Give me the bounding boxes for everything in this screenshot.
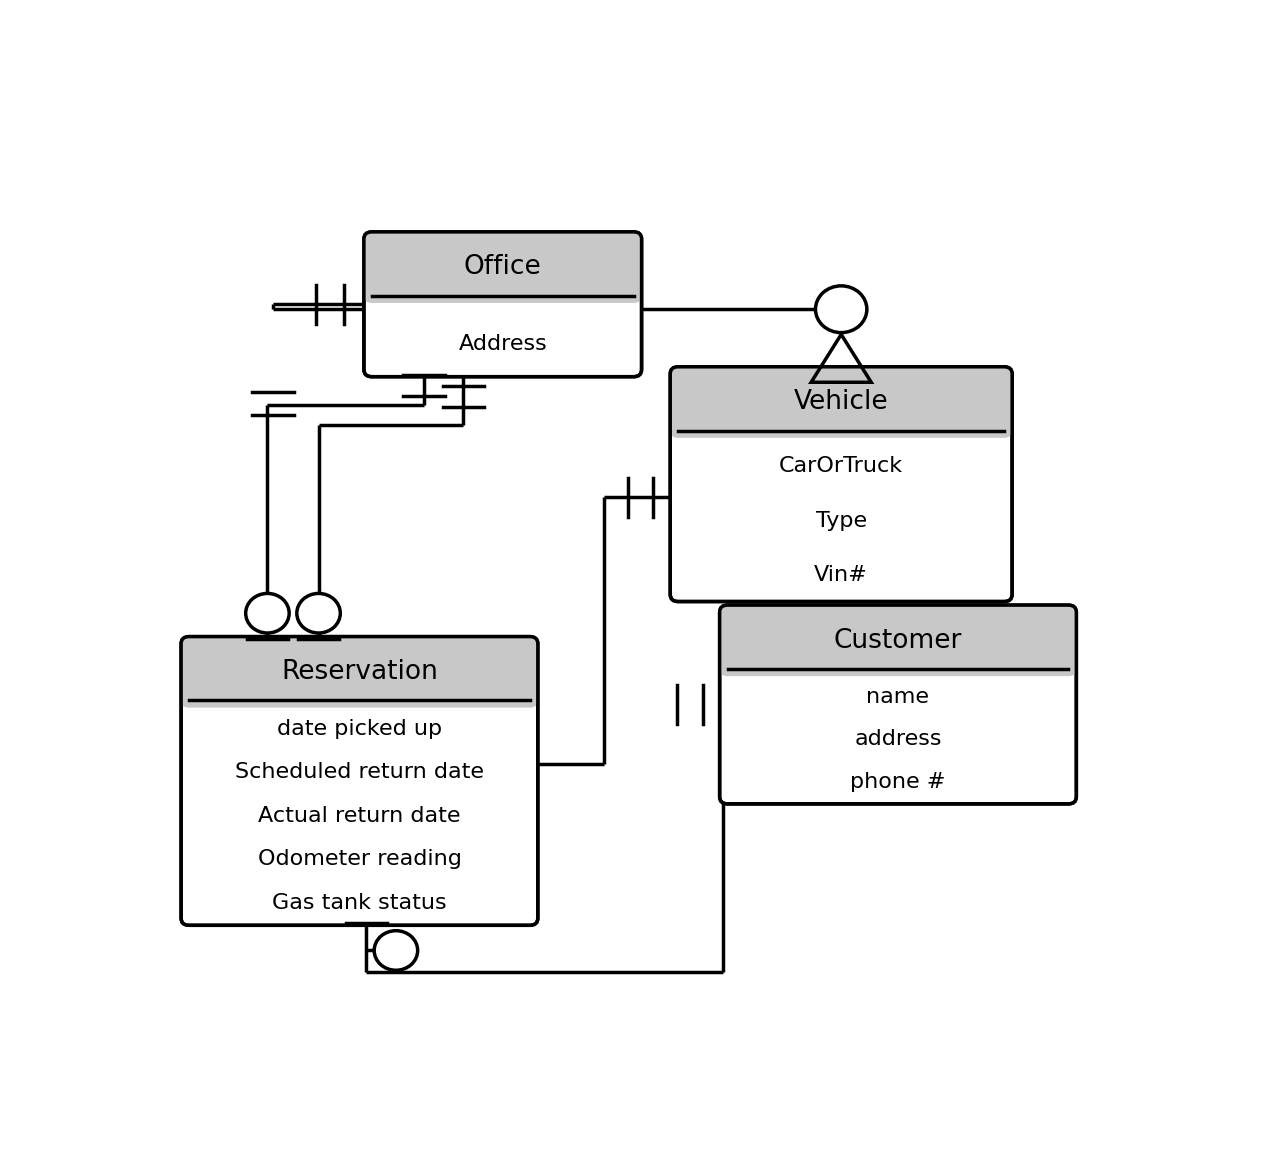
Text: Scheduled return date: Scheduled return date <box>235 763 484 783</box>
FancyBboxPatch shape <box>363 232 641 377</box>
Text: date picked up: date picked up <box>277 718 442 738</box>
FancyBboxPatch shape <box>181 637 538 925</box>
Text: Vin#: Vin# <box>815 565 868 585</box>
Text: Odometer reading: Odometer reading <box>258 849 462 869</box>
Text: address: address <box>854 729 942 749</box>
Circle shape <box>246 593 289 633</box>
Text: CarOrTruck: CarOrTruck <box>779 457 903 477</box>
FancyBboxPatch shape <box>719 605 1076 804</box>
Text: Vehicle: Vehicle <box>794 389 889 416</box>
Circle shape <box>816 286 867 333</box>
Text: name: name <box>867 687 929 707</box>
FancyBboxPatch shape <box>671 367 1012 602</box>
Text: Reservation: Reservation <box>280 659 437 686</box>
Text: Type: Type <box>816 510 867 530</box>
Text: phone #: phone # <box>850 772 946 792</box>
FancyBboxPatch shape <box>671 367 1012 438</box>
Text: Customer: Customer <box>834 627 963 654</box>
FancyBboxPatch shape <box>363 232 641 303</box>
Text: Actual return date: Actual return date <box>259 806 460 826</box>
Text: Address: Address <box>459 334 547 354</box>
Circle shape <box>297 593 340 633</box>
FancyBboxPatch shape <box>181 637 538 708</box>
Text: Gas tank status: Gas tank status <box>272 892 446 913</box>
FancyBboxPatch shape <box>719 605 1076 676</box>
Text: Office: Office <box>464 255 542 280</box>
Circle shape <box>374 931 418 971</box>
